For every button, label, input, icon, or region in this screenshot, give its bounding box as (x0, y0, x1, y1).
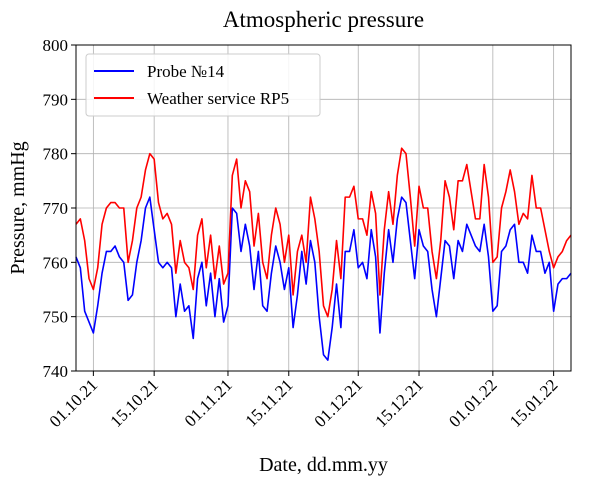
legend-label-probe: Probe №14 (147, 62, 225, 81)
series-lines (75, 147, 572, 361)
series-line-1 (75, 147, 572, 318)
x-tick-label: 15.10.21 (106, 375, 162, 431)
legend-box (85, 53, 321, 117)
chart-title: Atmospheric pressure (223, 7, 424, 32)
x-tick-label: 15.01.22 (506, 375, 562, 431)
x-ticks: 01.10.21 15.10.21 01.11.21 15.11.21 01.12.21… (46, 371, 562, 431)
x-tick-label: 01.11.21 (181, 375, 236, 430)
legend-label-rp5: Weather service RP5 (147, 89, 289, 108)
x-tick-label: 15.12.21 (371, 375, 427, 431)
y-tick-label: 770 (43, 199, 69, 218)
legend: Probe №14 Weather service RP5 (85, 53, 321, 117)
y-tick-label: 740 (43, 362, 69, 381)
x-tick-label: 01.01.22 (445, 375, 501, 431)
y-tick-label: 780 (43, 145, 69, 164)
y-tick-label: 790 (43, 90, 69, 109)
y-tick-label: 760 (43, 253, 69, 272)
x-tick-label: 01.12.21 (311, 375, 367, 431)
x-axis-label: Date, dd.mm.yy (259, 454, 388, 476)
y-axis-label: Pressure, mmHg (7, 141, 29, 274)
y-tick-label: 750 (43, 308, 69, 327)
y-tick-label: 800 (43, 36, 69, 55)
x-tick-label: 01.10.21 (46, 375, 102, 431)
series-line-0 (75, 196, 572, 361)
y-ticks: 740 750 760 770 780 790 800 (43, 36, 76, 381)
x-tick-label: 15.11.21 (242, 375, 297, 430)
